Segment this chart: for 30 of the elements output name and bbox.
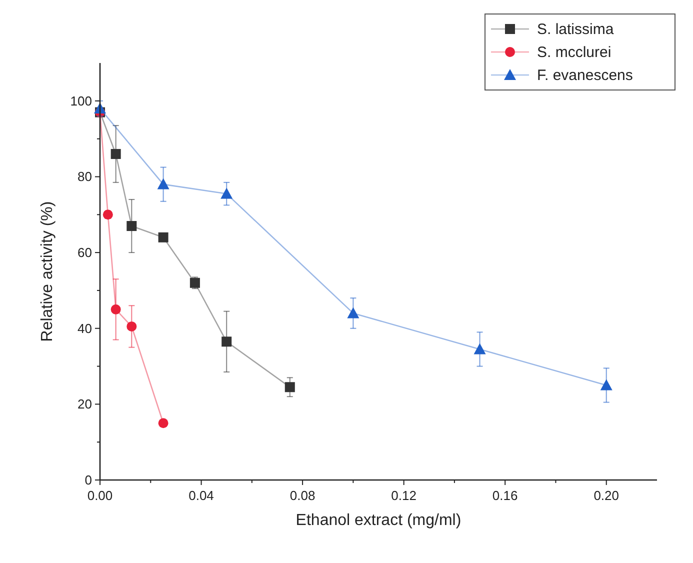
point — [126, 321, 137, 332]
y-tick-label: 60 — [78, 245, 92, 260]
y-tick-label: 20 — [78, 396, 92, 412]
point — [158, 418, 168, 428]
x-tick-label: 0.04 — [188, 488, 214, 503]
point — [600, 379, 612, 390]
y-axis-title: Relative activity (%) — [39, 201, 56, 342]
x-tick-label: 0.00 — [87, 488, 113, 503]
x-tick-label: 0.20 — [594, 488, 620, 503]
x-tick-label: 0.16 — [492, 488, 518, 503]
point — [347, 307, 360, 318]
point — [126, 221, 137, 232]
point — [220, 188, 233, 199]
x-tick-label: 0.08 — [290, 488, 316, 503]
legend-label: S. mcclurei — [537, 44, 612, 61]
point — [110, 148, 121, 159]
y-tick-label: 40 — [78, 320, 92, 336]
point — [157, 178, 170, 190]
point — [222, 336, 232, 347]
point — [474, 343, 486, 354]
point — [110, 304, 121, 314]
x-axis-title: Ethanol extract (mg/ml) — [296, 512, 462, 529]
point — [158, 232, 168, 242]
point — [284, 382, 295, 392]
y-tick-label: 100 — [70, 93, 92, 108]
legend-label: S. latissima — [537, 21, 614, 38]
y-tick-label: 0 — [84, 472, 92, 488]
x-tick-label: 0.12 — [391, 488, 416, 503]
y-tick-label: 80 — [78, 169, 92, 184]
legend-label: F. evanescens — [537, 67, 633, 84]
